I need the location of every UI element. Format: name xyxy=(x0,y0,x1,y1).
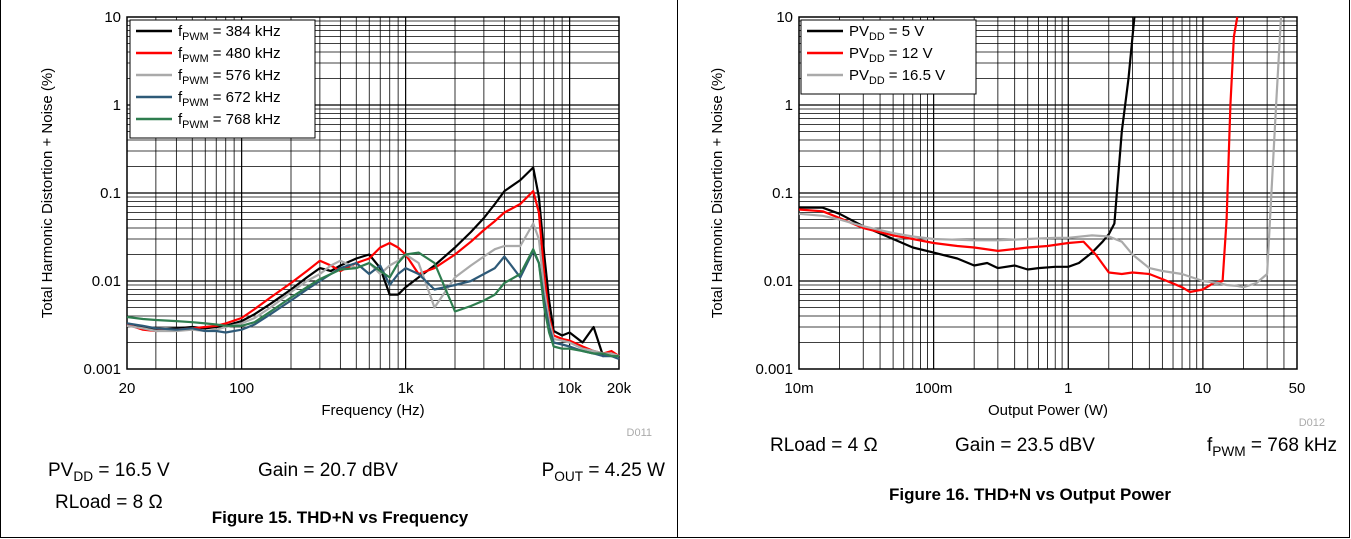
legend-entry-label: fPWM = 384 kHz xyxy=(178,23,281,43)
x-tick-label: 20k xyxy=(607,380,632,397)
y-tick-label: 0.001 xyxy=(83,361,121,378)
legend-box xyxy=(800,19,977,95)
series-line-4 xyxy=(126,249,620,361)
test-condition: RLoad = 4 Ω xyxy=(770,435,878,456)
legend-entry-label: fPWM = 576 kHz xyxy=(178,67,281,87)
plot-area-border xyxy=(126,16,620,370)
test-condition: fPWM = 768 kHz xyxy=(1207,435,1337,459)
series-group xyxy=(798,16,1283,294)
x-tick-label: 10k xyxy=(558,380,583,397)
series-line-3 xyxy=(798,16,1283,289)
series-line-1 xyxy=(799,16,1136,271)
x-tick-label: 1 xyxy=(1064,380,1072,397)
x-axis-label: Frequency (Hz) xyxy=(321,402,424,419)
x-tick-label: 1k xyxy=(398,380,414,397)
series-line-2 xyxy=(126,190,620,358)
legend-entry-label: PVDD = 16.5 V xyxy=(849,67,945,87)
test-condition: PVDD = 16.5 V xyxy=(48,460,170,484)
y-tick-label: 0.01 xyxy=(764,273,793,290)
legend-entry-label: PVDD = 5 V xyxy=(849,23,924,43)
y-tick-label: 10 xyxy=(104,9,121,26)
test-condition: POUT = 4.25 W xyxy=(542,460,665,484)
figure-code: D012 xyxy=(1299,417,1325,429)
x-tick-label: 100 xyxy=(229,380,254,397)
legend-entry-label: fPWM = 768 kHz xyxy=(178,111,281,131)
figure-code: D011 xyxy=(627,427,652,439)
plot-area-border xyxy=(798,16,1298,370)
test-condition: Gain = 23.5 dBV xyxy=(955,435,1095,456)
x-tick-label: 50 xyxy=(1289,380,1306,397)
y-tick-label: 0.001 xyxy=(755,361,793,378)
legend-entry-label: PVDD = 12 V xyxy=(849,45,933,65)
x-tick-label: 100m xyxy=(915,380,953,397)
panel-divider xyxy=(677,0,678,538)
y-tick-label: 0.1 xyxy=(772,185,793,202)
y-axis-label: Total Harmonic Distortion + Noise (%) xyxy=(709,68,726,319)
y-tick-label: 10 xyxy=(776,9,793,26)
series-line-5 xyxy=(126,248,619,358)
y-tick-label: 0.1 xyxy=(100,185,121,202)
y-tick-label: 1 xyxy=(113,97,121,114)
figure-title: Figure 16. THD+N vs Output Power xyxy=(889,485,1171,504)
test-condition: RLoad = 8 Ω xyxy=(55,492,163,513)
test-condition: Gain = 20.7 dBV xyxy=(258,460,398,481)
x-tick-label: 10 xyxy=(1195,380,1212,397)
legend-entry-label: fPWM = 480 kHz xyxy=(178,45,281,65)
figure-title: Figure 15. THD+N vs Frequency xyxy=(212,508,469,527)
series-group xyxy=(126,166,620,361)
tick-labels: 0.001 0.01 0.1 1 10 10m 100m 1 10 50 xyxy=(755,9,1305,397)
x-axis-label: Output Power (W) xyxy=(988,402,1108,419)
x-tick-label: 20 xyxy=(119,380,136,397)
tick-labels: 0.001 0.01 0.1 1 10 20 100 1k 10k 20k xyxy=(83,9,631,397)
y-axis-label: Total Harmonic Distortion + Noise (%) xyxy=(39,68,56,319)
y-tick-label: 1 xyxy=(785,97,793,114)
legend-entry-label: fPWM = 672 kHz xyxy=(178,89,281,109)
x-tick-label: 10m xyxy=(784,380,813,397)
y-tick-label: 0.01 xyxy=(92,273,121,290)
